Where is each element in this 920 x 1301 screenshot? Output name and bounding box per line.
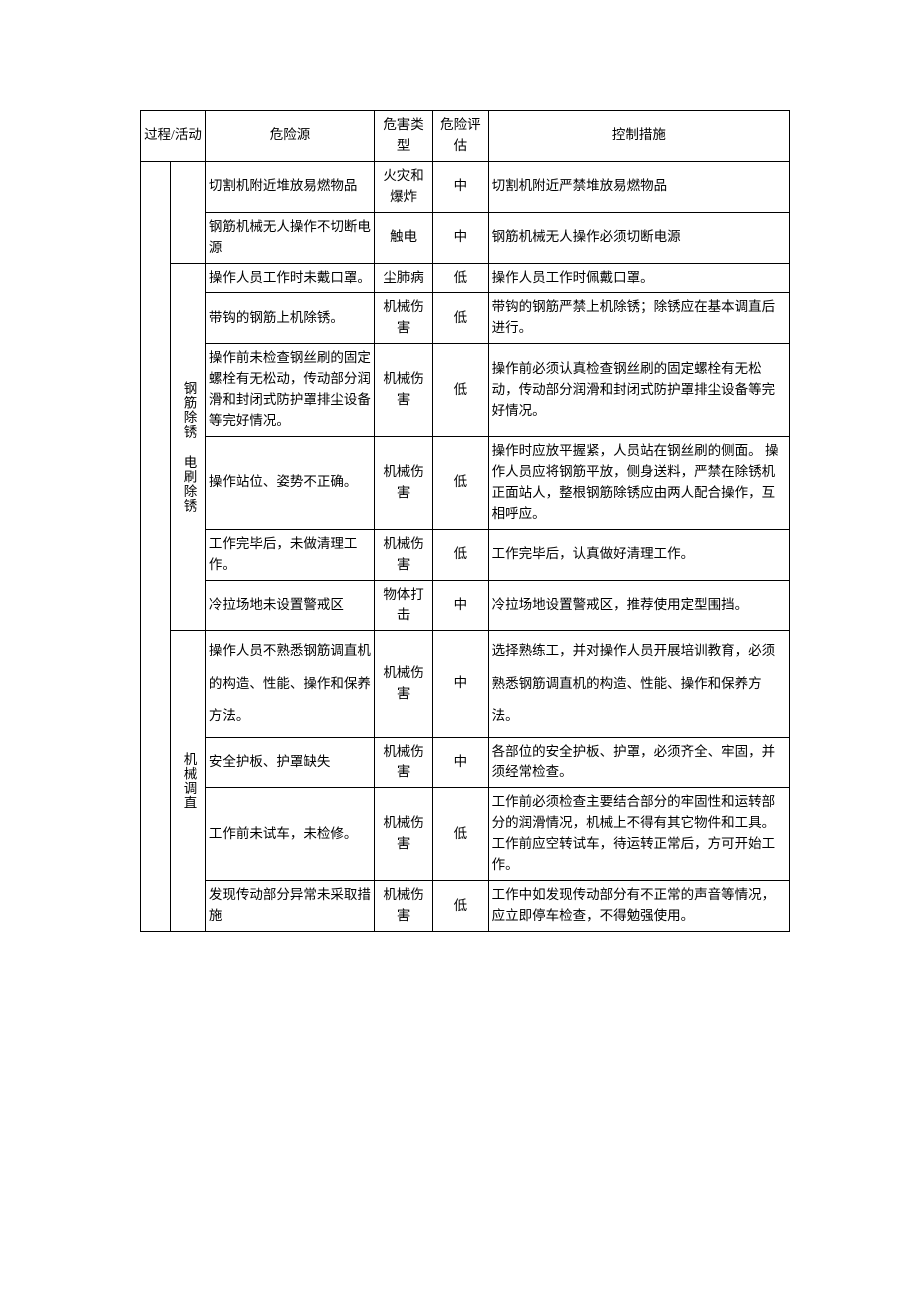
eval-cell: 中 — [433, 212, 489, 263]
measure-cell: 操作前必须认真检查钢丝刷的固定螺栓有无松动，传动部分润滑和封闭式防护罩排尘设备等… — [488, 344, 789, 437]
col-measure: 控制措施 — [488, 111, 789, 162]
subgroup-straighten: 机械调直 — [171, 631, 206, 932]
page: 过程/活动 危险源 危害类型 危险评估 控制措施 切割机附近堆放易燃物品 火灾和… — [0, 0, 920, 992]
eval-cell: 低 — [433, 529, 489, 580]
measure-cell: 钢筋机械无人操作必须切断电源 — [488, 212, 789, 263]
col-hazard: 危险源 — [205, 111, 374, 162]
table-row: 工作前未试车，未检修。 机械伤害 低 工作前必须检查主要结合部分的牢固性和运转部… — [141, 788, 790, 881]
eval-cell: 中 — [433, 161, 489, 212]
hazard-cell: 操作人员工作时未戴口罩。 — [205, 263, 374, 293]
measure-cell: 工作中如发现传动部分有不正常的声音等情况，应立即停车检查，不得勉强使用。 — [488, 881, 789, 932]
subgroup-blank — [171, 161, 206, 263]
hazard-cell: 冷拉场地未设置警戒区 — [205, 580, 374, 631]
measure-cell: 选择熟练工，并对操作人员开展培训教育，必须熟悉钢筋调直机的构造、性能、操作和保养… — [488, 631, 789, 737]
table-row: 安全护板、护罩缺失 机械伤害 中 各部位的安全护板、护罩，必须齐全、牢固，并须经… — [141, 737, 790, 788]
eval-cell: 中 — [433, 737, 489, 788]
col-eval: 危险评估 — [433, 111, 489, 162]
header-row: 过程/活动 危险源 危害类型 危险评估 控制措施 — [141, 111, 790, 162]
activity-col-blank — [141, 161, 171, 931]
eval-cell: 低 — [433, 436, 489, 529]
type-cell: 物体打击 — [375, 580, 433, 631]
hazard-table: 过程/活动 危险源 危害类型 危险评估 控制措施 切割机附近堆放易燃物品 火灾和… — [140, 110, 790, 932]
col-type: 危害类型 — [375, 111, 433, 162]
table-row: 发现传动部分异常未采取措施 机械伤害 低 工作中如发现传动部分有不正常的声音等情… — [141, 881, 790, 932]
table-row: 切割机附近堆放易燃物品 火灾和爆炸 中 切割机附近严禁堆放易燃物品 — [141, 161, 790, 212]
col-process: 过程/活动 — [141, 111, 206, 162]
eval-cell: 中 — [433, 580, 489, 631]
measure-cell: 各部位的安全护板、护罩，必须齐全、牢固，并须经常检查。 — [488, 737, 789, 788]
type-cell: 机械伤害 — [375, 881, 433, 932]
hazard-cell: 发现传动部分异常未采取措施 — [205, 881, 374, 932]
eval-cell: 低 — [433, 293, 489, 344]
measure-cell: 冷拉场地设置警戒区，推荐使用定型围挡。 — [488, 580, 789, 631]
type-cell: 机械伤害 — [375, 737, 433, 788]
type-cell: 机械伤害 — [375, 529, 433, 580]
eval-cell: 低 — [433, 788, 489, 881]
type-cell: 触电 — [375, 212, 433, 263]
type-cell: 机械伤害 — [375, 631, 433, 737]
table-row: 钢筋除锈 电刷除锈 操作人员工作时未戴口罩。 尘肺病 低 操作人员工作时佩戴口罩… — [141, 263, 790, 293]
hazard-cell: 带钩的钢筋上机除锈。 — [205, 293, 374, 344]
hazard-cell: 操作人员不熟悉钢筋调直机的构造、性能、操作和保养方法。 — [205, 631, 374, 737]
table-row: 操作站位、姿势不正确。 机械伤害 低 操作时应放平握紧，人员站在钢丝刷的侧面。 … — [141, 436, 790, 529]
hazard-cell: 工作完毕后，未做清理工作。 — [205, 529, 374, 580]
type-cell: 机械伤害 — [375, 293, 433, 344]
measure-cell: 操作人员工作时佩戴口罩。 — [488, 263, 789, 293]
table-row: 带钩的钢筋上机除锈。 机械伤害 低 带钩的钢筋严禁上机除锈；除锈应在基本调直后进… — [141, 293, 790, 344]
type-cell: 尘肺病 — [375, 263, 433, 293]
measure-cell: 工作完毕后，认真做好清理工作。 — [488, 529, 789, 580]
hazard-cell: 钢筋机械无人操作不切断电源 — [205, 212, 374, 263]
hazard-cell: 操作前未检查钢丝刷的固定螺栓有无松动，传动部分润滑和封闭式防护罩排尘设备等完好情… — [205, 344, 374, 437]
measure-cell: 带钩的钢筋严禁上机除锈；除锈应在基本调直后进行。 — [488, 293, 789, 344]
subgroup-rust: 钢筋除锈 电刷除锈 — [171, 263, 206, 631]
eval-cell: 中 — [433, 631, 489, 737]
eval-cell: 低 — [433, 881, 489, 932]
type-cell: 火灾和爆炸 — [375, 161, 433, 212]
table-row: 钢筋机械无人操作不切断电源 触电 中 钢筋机械无人操作必须切断电源 — [141, 212, 790, 263]
hazard-cell: 切割机附近堆放易燃物品 — [205, 161, 374, 212]
hazard-cell: 工作前未试车，未检修。 — [205, 788, 374, 881]
type-cell: 机械伤害 — [375, 788, 433, 881]
table-row: 机械调直 操作人员不熟悉钢筋调直机的构造、性能、操作和保养方法。 机械伤害 中 … — [141, 631, 790, 737]
table-row: 操作前未检查钢丝刷的固定螺栓有无松动，传动部分润滑和封闭式防护罩排尘设备等完好情… — [141, 344, 790, 437]
table-row: 冷拉场地未设置警戒区 物体打击 中 冷拉场地设置警戒区，推荐使用定型围挡。 — [141, 580, 790, 631]
measure-cell: 工作前必须检查主要结合部分的牢固性和运转部分的润滑情况，机械上不得有其它物件和工… — [488, 788, 789, 881]
eval-cell: 低 — [433, 344, 489, 437]
table-row: 工作完毕后，未做清理工作。 机械伤害 低 工作完毕后，认真做好清理工作。 — [141, 529, 790, 580]
eval-cell: 低 — [433, 263, 489, 293]
measure-cell: 操作时应放平握紧，人员站在钢丝刷的侧面。 操作人员应将钢筋平放，侧身送料，严禁在… — [488, 436, 789, 529]
hazard-cell: 操作站位、姿势不正确。 — [205, 436, 374, 529]
measure-cell: 切割机附近严禁堆放易燃物品 — [488, 161, 789, 212]
hazard-cell: 安全护板、护罩缺失 — [205, 737, 374, 788]
type-cell: 机械伤害 — [375, 344, 433, 437]
type-cell: 机械伤害 — [375, 436, 433, 529]
